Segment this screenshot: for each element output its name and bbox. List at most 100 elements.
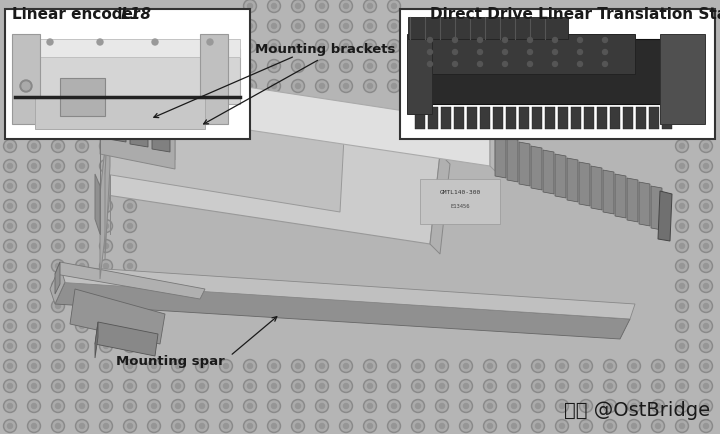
Circle shape — [680, 144, 685, 149]
Circle shape — [677, 381, 687, 391]
Polygon shape — [507, 139, 518, 183]
Circle shape — [207, 40, 213, 46]
Circle shape — [557, 421, 567, 431]
Circle shape — [27, 400, 40, 413]
Circle shape — [173, 401, 183, 411]
Circle shape — [557, 361, 567, 371]
Circle shape — [700, 340, 713, 353]
Circle shape — [701, 361, 711, 371]
Circle shape — [295, 64, 300, 69]
Circle shape — [5, 161, 15, 171]
Bar — [454, 108, 464, 130]
Circle shape — [367, 84, 372, 89]
Circle shape — [340, 380, 353, 393]
Circle shape — [196, 380, 209, 393]
Circle shape — [99, 200, 112, 213]
Circle shape — [7, 184, 12, 189]
Circle shape — [392, 44, 397, 49]
Circle shape — [459, 380, 472, 393]
Circle shape — [503, 39, 508, 43]
Circle shape — [608, 404, 613, 408]
Bar — [200, 35, 228, 125]
Circle shape — [134, 124, 144, 134]
Bar — [584, 108, 594, 130]
Circle shape — [7, 344, 12, 349]
Circle shape — [4, 420, 17, 433]
Circle shape — [508, 400, 521, 413]
Circle shape — [52, 180, 65, 193]
Circle shape — [268, 400, 281, 413]
Circle shape — [196, 360, 209, 373]
Circle shape — [124, 420, 137, 433]
Circle shape — [223, 404, 228, 408]
Circle shape — [268, 40, 281, 53]
Circle shape — [559, 424, 564, 428]
Circle shape — [341, 62, 351, 72]
Circle shape — [4, 340, 17, 353]
Circle shape — [703, 364, 708, 368]
Circle shape — [487, 404, 492, 408]
Circle shape — [340, 0, 353, 13]
Circle shape — [452, 39, 457, 43]
Circle shape — [292, 400, 305, 413]
Bar — [480, 108, 490, 130]
Circle shape — [221, 361, 231, 371]
Polygon shape — [591, 167, 602, 210]
Circle shape — [4, 140, 17, 153]
Circle shape — [292, 420, 305, 433]
Circle shape — [293, 2, 303, 12]
Circle shape — [701, 381, 711, 391]
Circle shape — [104, 304, 109, 309]
Circle shape — [127, 224, 132, 229]
Circle shape — [292, 80, 305, 93]
Circle shape — [556, 420, 569, 433]
Circle shape — [32, 244, 37, 249]
Circle shape — [245, 361, 255, 371]
Circle shape — [77, 321, 87, 331]
Circle shape — [655, 424, 660, 428]
Circle shape — [124, 340, 137, 353]
Circle shape — [509, 401, 519, 411]
Circle shape — [631, 364, 636, 368]
Circle shape — [703, 164, 708, 169]
Circle shape — [367, 424, 372, 428]
Circle shape — [629, 401, 639, 411]
Circle shape — [97, 40, 103, 46]
Circle shape — [243, 20, 256, 33]
Circle shape — [701, 401, 711, 411]
Circle shape — [508, 380, 521, 393]
Circle shape — [677, 201, 687, 211]
Circle shape — [677, 301, 687, 311]
Circle shape — [292, 60, 305, 73]
Circle shape — [124, 280, 137, 293]
Circle shape — [125, 321, 135, 331]
Circle shape — [583, 404, 588, 408]
Circle shape — [459, 400, 472, 413]
Circle shape — [389, 22, 399, 32]
Circle shape — [700, 180, 713, 193]
Circle shape — [243, 40, 256, 53]
Circle shape — [171, 380, 184, 393]
Circle shape — [32, 184, 37, 189]
Circle shape — [99, 180, 112, 193]
Circle shape — [156, 129, 166, 139]
Polygon shape — [615, 174, 626, 218]
Circle shape — [99, 360, 112, 373]
Circle shape — [245, 381, 255, 391]
Circle shape — [77, 281, 87, 291]
Circle shape — [5, 321, 15, 331]
Circle shape — [341, 2, 351, 12]
Circle shape — [293, 381, 303, 391]
Circle shape — [52, 240, 65, 253]
Circle shape — [7, 244, 12, 249]
Circle shape — [4, 400, 17, 413]
Circle shape — [148, 360, 161, 373]
Circle shape — [53, 161, 63, 171]
Circle shape — [104, 184, 109, 189]
Circle shape — [320, 84, 325, 89]
Circle shape — [5, 401, 15, 411]
Circle shape — [387, 60, 400, 73]
Circle shape — [452, 62, 457, 67]
Circle shape — [392, 404, 397, 408]
Circle shape — [22, 83, 30, 91]
